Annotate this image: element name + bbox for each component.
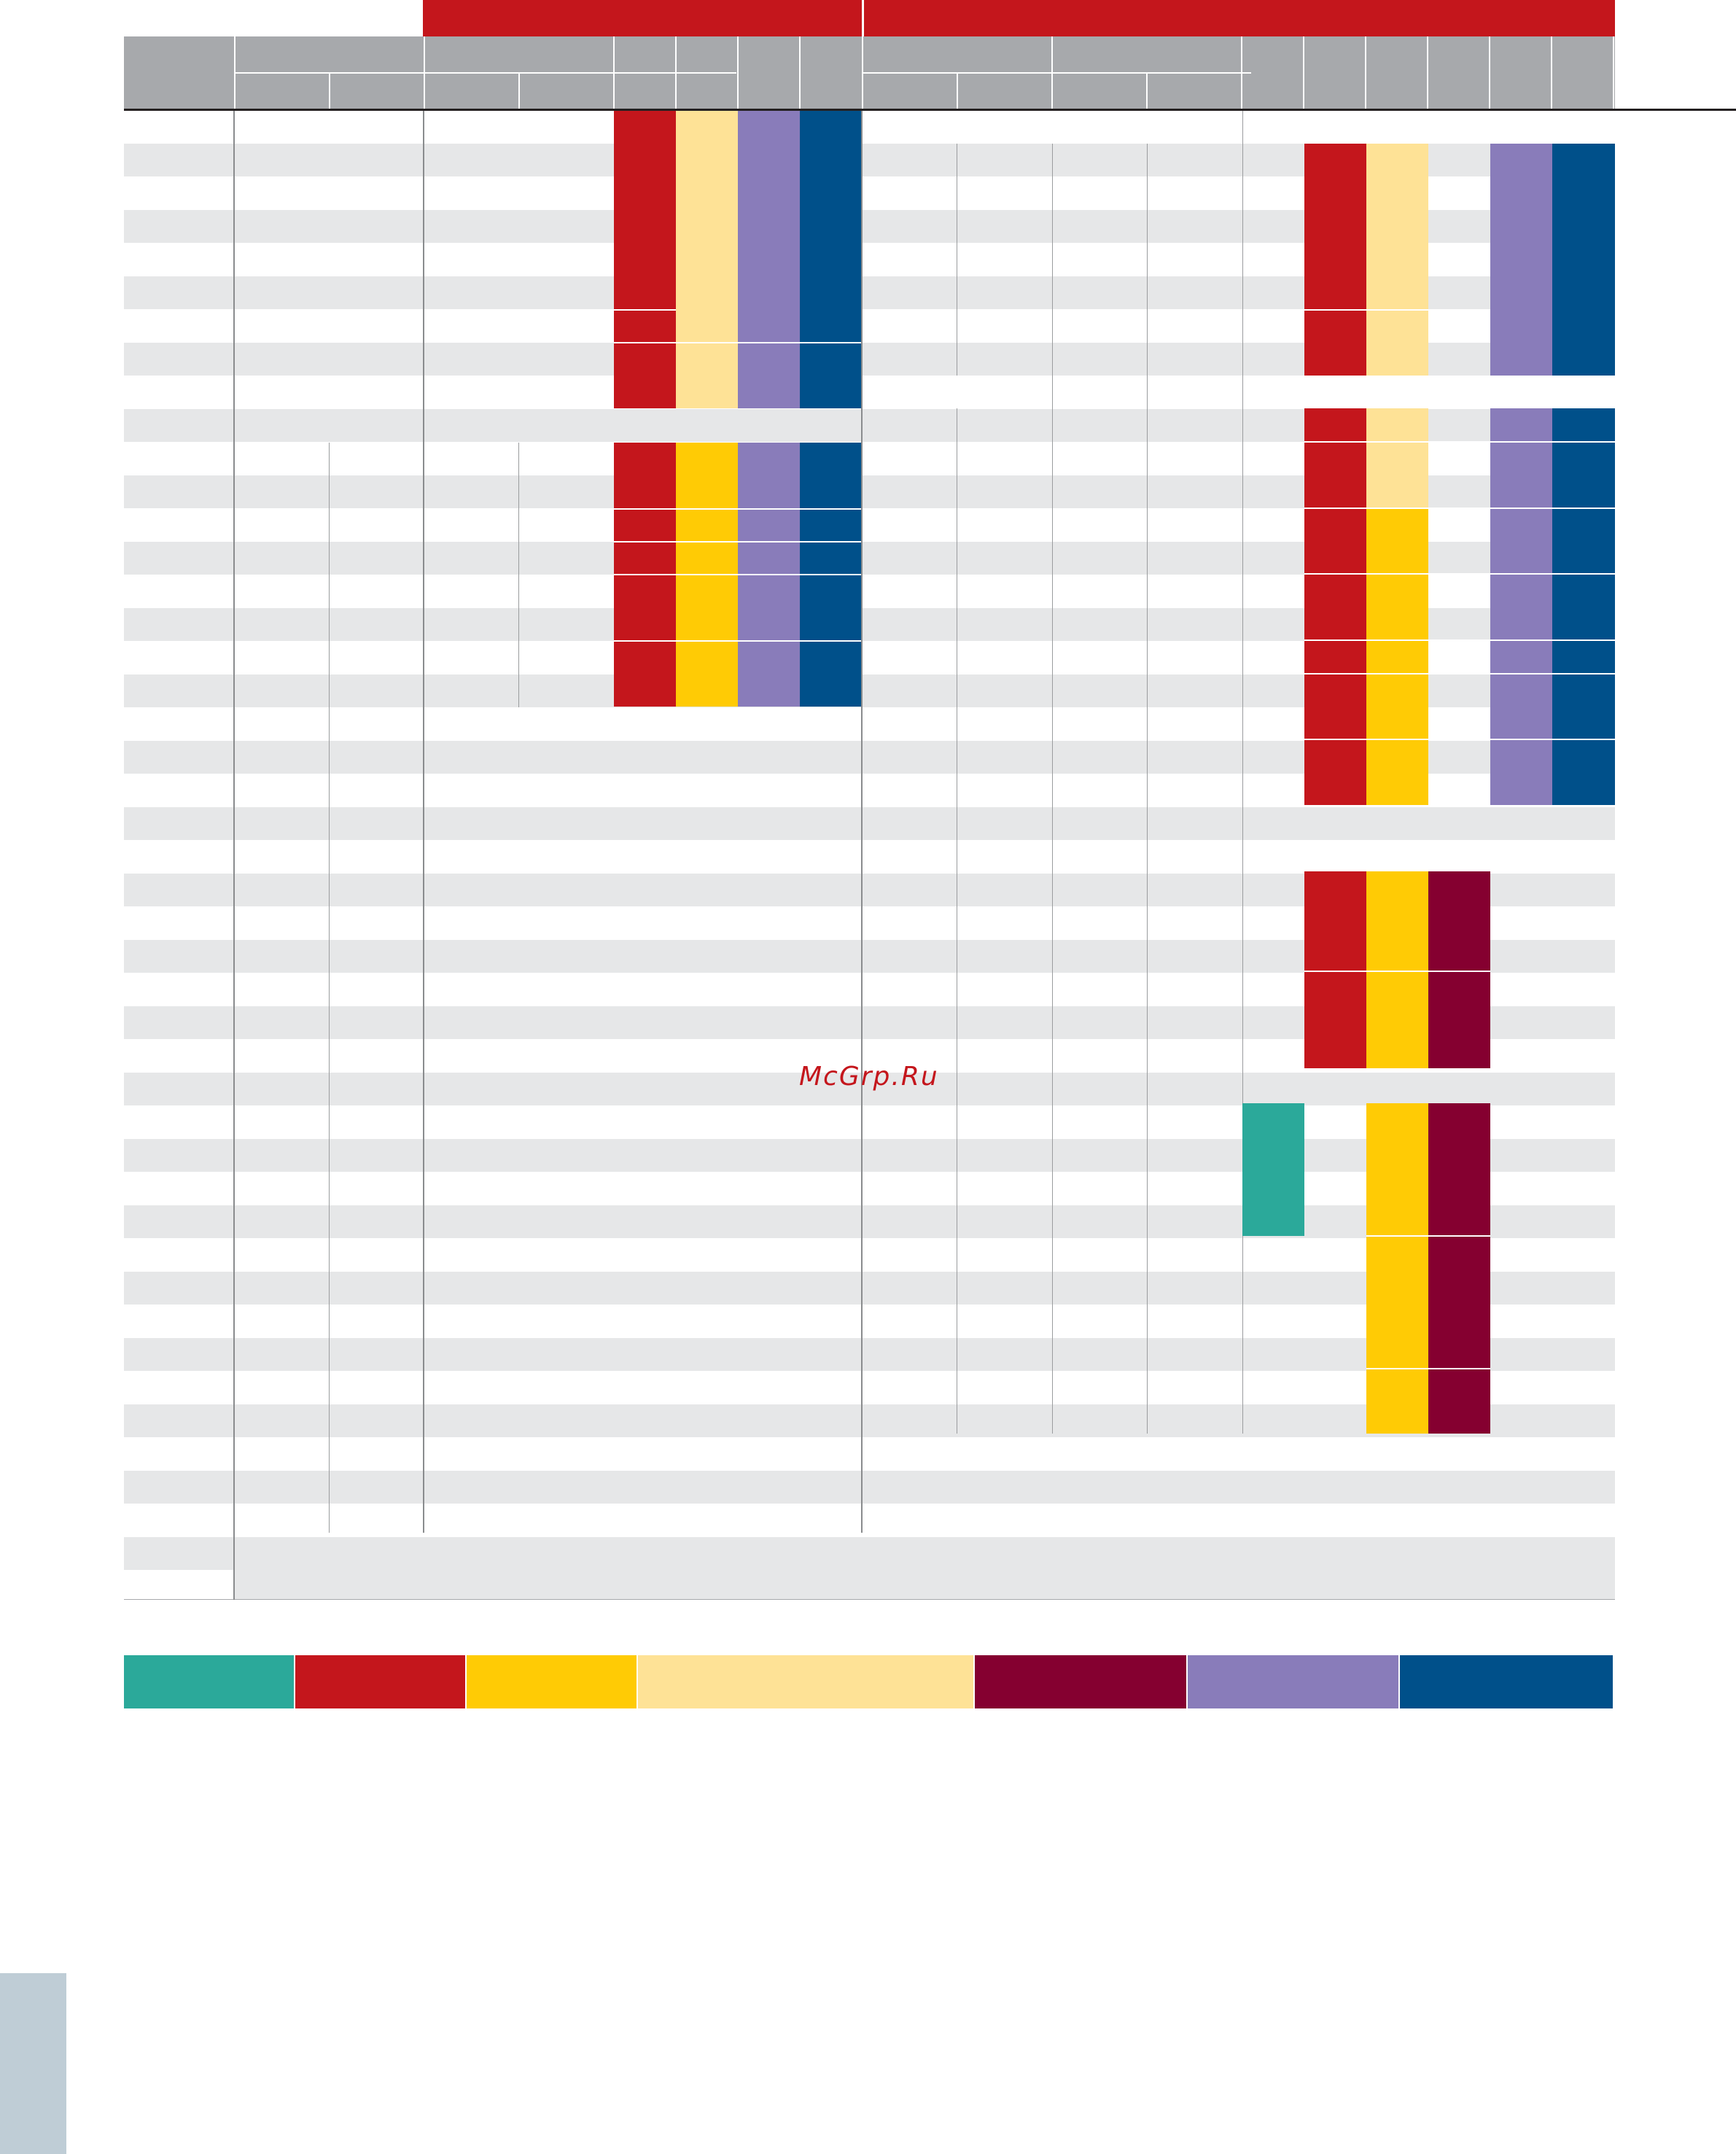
column-rule (1147, 144, 1148, 1434)
cell-navy (1552, 144, 1615, 376)
page-edge-tab (0, 1973, 66, 2154)
cell-yellow (1366, 1103, 1428, 1434)
cell-separator (1304, 639, 1615, 641)
cell-separator (614, 342, 861, 343)
table-header (124, 36, 1615, 109)
cell-separator (1304, 309, 1428, 311)
cell-red (1304, 871, 1366, 1068)
cell-separator (614, 640, 861, 642)
cell-separator (614, 541, 861, 543)
legend-swatch-red (295, 1655, 465, 1708)
cell-separator (1366, 1235, 1490, 1237)
legend-swatch-teal (124, 1655, 294, 1708)
header-divider (1303, 36, 1304, 109)
cell-separator (1304, 673, 1615, 674)
cell-separator (614, 508, 861, 510)
header-divider (1241, 36, 1242, 109)
header-subdivider (518, 73, 520, 109)
cell-separator (1366, 1368, 1490, 1369)
header-subdivider-left (235, 72, 736, 74)
table-row-stripe (124, 1073, 1615, 1105)
legend-swatch-navy (1400, 1655, 1613, 1708)
cell-separator (1304, 441, 1615, 443)
cell-teal (1242, 1103, 1304, 1236)
cell-red (1304, 408, 1366, 805)
column-group-band-left (423, 0, 862, 36)
table-row-stripe (124, 807, 1615, 840)
table-footer-note-area (235, 1537, 1615, 1599)
column-rule (1242, 111, 1243, 1434)
header-divider (424, 36, 425, 109)
column-group-band-right (864, 0, 1615, 36)
cell-separator (1304, 573, 1615, 575)
header-divider (1051, 36, 1053, 109)
header-subdivider (1146, 73, 1148, 109)
cell-lavender (1490, 144, 1552, 376)
legend-swatch-maroon (975, 1655, 1186, 1708)
column-rule (233, 111, 235, 1600)
header-divider (613, 36, 615, 109)
cell-separator (614, 574, 861, 575)
cell-navy (1552, 408, 1615, 805)
header-divider (1613, 36, 1614, 109)
cell-maroon (1428, 871, 1490, 1068)
cell-lavender (1490, 408, 1552, 805)
header-subdivider (329, 73, 330, 109)
legend-swatch-lavender (1188, 1655, 1398, 1708)
cell-navy (800, 111, 861, 408)
header-divider (737, 36, 739, 109)
cell-red (1304, 144, 1366, 376)
cell-light-yellow (1366, 408, 1428, 508)
cell-light-yellow (676, 111, 738, 408)
table-row-stripe (124, 1471, 1615, 1504)
header-divider (1427, 36, 1428, 109)
cell-separator (1304, 508, 1615, 509)
cell-light-yellow (1366, 144, 1428, 376)
cell-red (614, 111, 676, 408)
header-subdivider (957, 73, 958, 109)
cell-maroon (1428, 1103, 1490, 1434)
legend-swatch-light-yellow (638, 1655, 973, 1708)
header-divider (1551, 36, 1552, 109)
legend-swatch-yellow (467, 1655, 637, 1708)
cell-separator (1304, 739, 1615, 740)
cell-yellow (1366, 508, 1428, 805)
column-rule (861, 111, 863, 1533)
header-divider (862, 36, 863, 109)
header-divider (799, 36, 801, 109)
cell-separator (1304, 971, 1490, 972)
header-divider (234, 36, 236, 109)
column-rule (423, 111, 424, 1533)
header-subdivider-right (862, 72, 1251, 74)
header-bottom-rule (124, 109, 1736, 111)
column-rule (329, 443, 330, 1533)
table-bottom-rule (124, 1599, 1615, 1600)
cell-yellow (1366, 871, 1428, 1068)
header-divider (1489, 36, 1490, 109)
cell-separator (614, 309, 676, 311)
header-divider (675, 36, 677, 109)
column-rule (1052, 144, 1053, 1434)
header-divider (1365, 36, 1366, 109)
column-rule (518, 443, 519, 707)
cell-lavender (738, 111, 800, 408)
watermark-text: McGrp.Ru (799, 1062, 939, 1092)
